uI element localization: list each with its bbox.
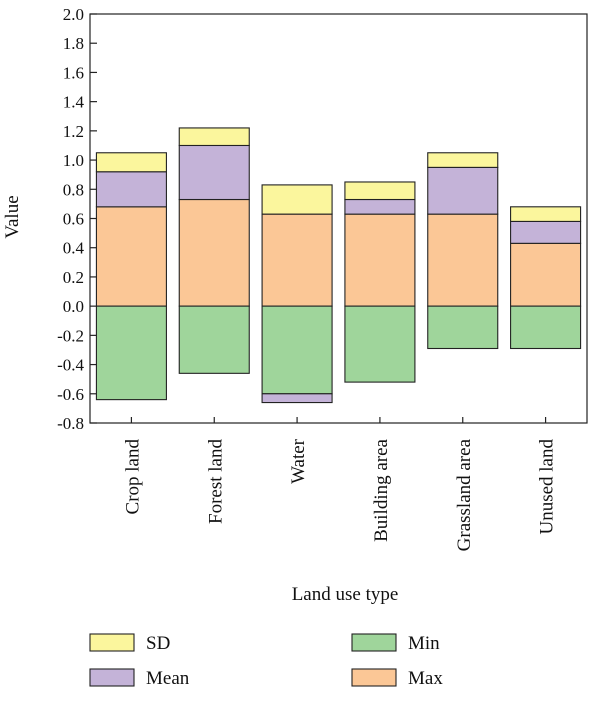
bars-layer bbox=[95, 127, 582, 404]
bar-segment-min-4 bbox=[427, 305, 499, 350]
legend-label-sd: SD bbox=[146, 633, 170, 654]
y-tick-label: -0.8 bbox=[57, 414, 84, 433]
y-tick-label: -0.6 bbox=[57, 385, 84, 404]
bar-segment-sd-4 bbox=[427, 152, 499, 168]
bar-segment-mean-0 bbox=[95, 171, 167, 208]
bar-segment-max-0 bbox=[95, 206, 167, 307]
bar-segment-mean-1 bbox=[178, 144, 250, 201]
legend-label-min: Min bbox=[408, 633, 440, 654]
bar-segment-mean-3 bbox=[344, 198, 416, 215]
y-tick-label: 1.8 bbox=[63, 34, 84, 53]
y-tick-label: 0.2 bbox=[63, 268, 84, 287]
y-tick-label: 0.6 bbox=[63, 210, 84, 229]
bar-segment-sd-1 bbox=[178, 127, 250, 147]
legend-swatch-min bbox=[351, 633, 397, 652]
y-tick-label: 0.4 bbox=[63, 239, 85, 258]
legend: SD Min Mean Max bbox=[89, 633, 443, 689]
bar-segment-min-2 bbox=[261, 305, 333, 395]
x-category-label: Unused land bbox=[537, 439, 558, 535]
bar-segment-max-1 bbox=[178, 198, 250, 307]
legend-swatch-mean bbox=[89, 668, 135, 687]
bar-segment-min-3 bbox=[344, 305, 416, 383]
bar-segment-max-4 bbox=[427, 213, 499, 307]
y-axis: -0.8 -0.6 -0.4 -0.2 0.0 0.2 0.4 0.6 0.8 1.0 1.2 1.4… bbox=[57, 5, 97, 433]
y-tick-label: 1.0 bbox=[63, 151, 84, 170]
x-axis-title: Land use type bbox=[292, 584, 399, 605]
y-tick-label: 1.2 bbox=[63, 122, 84, 141]
bar-segment-mean-5 bbox=[510, 220, 582, 244]
legend-swatch-max bbox=[351, 668, 397, 687]
y-tick-label: 0.0 bbox=[63, 297, 84, 316]
bar-segment-sd-3 bbox=[344, 181, 416, 201]
x-category-label: Crop land bbox=[122, 439, 143, 515]
x-axis: Crop land Forest land Water Building area Gr… bbox=[122, 417, 558, 551]
bar-segment-min-1 bbox=[178, 305, 250, 374]
x-category-label: Grassland area bbox=[454, 438, 475, 551]
bar-segment-sd-2 bbox=[261, 184, 333, 215]
bar-segment-sd-0 bbox=[95, 152, 167, 173]
y-tick-label: -0.2 bbox=[57, 326, 84, 345]
legend-swatch-sd bbox=[89, 633, 135, 652]
bar-segment-mean-4 bbox=[427, 166, 499, 215]
y-tick-label: -0.4 bbox=[57, 356, 84, 375]
bar-segment-mean-2 bbox=[261, 393, 333, 404]
y-tick-label: 1.6 bbox=[63, 63, 84, 82]
x-category-label: Forest land bbox=[205, 439, 226, 524]
bar-segment-max-3 bbox=[344, 213, 416, 307]
legend-label-max: Max bbox=[408, 668, 443, 689]
bar-segment-max-5 bbox=[510, 242, 582, 307]
bar-segment-min-5 bbox=[510, 305, 582, 350]
bar-segment-sd-5 bbox=[510, 206, 582, 222]
legend-label-mean: Mean bbox=[146, 668, 190, 689]
bar-segment-max-2 bbox=[261, 213, 333, 307]
y-tick-label: 0.8 bbox=[63, 180, 84, 199]
y-tick-label: 1.4 bbox=[63, 93, 85, 112]
y-axis-title: Value bbox=[2, 195, 23, 238]
x-category-label: Building area bbox=[371, 438, 392, 541]
bar-segment-min-0 bbox=[95, 305, 167, 401]
y-tick-label: 2.0 bbox=[63, 5, 84, 24]
x-category-label: Water bbox=[288, 438, 309, 484]
